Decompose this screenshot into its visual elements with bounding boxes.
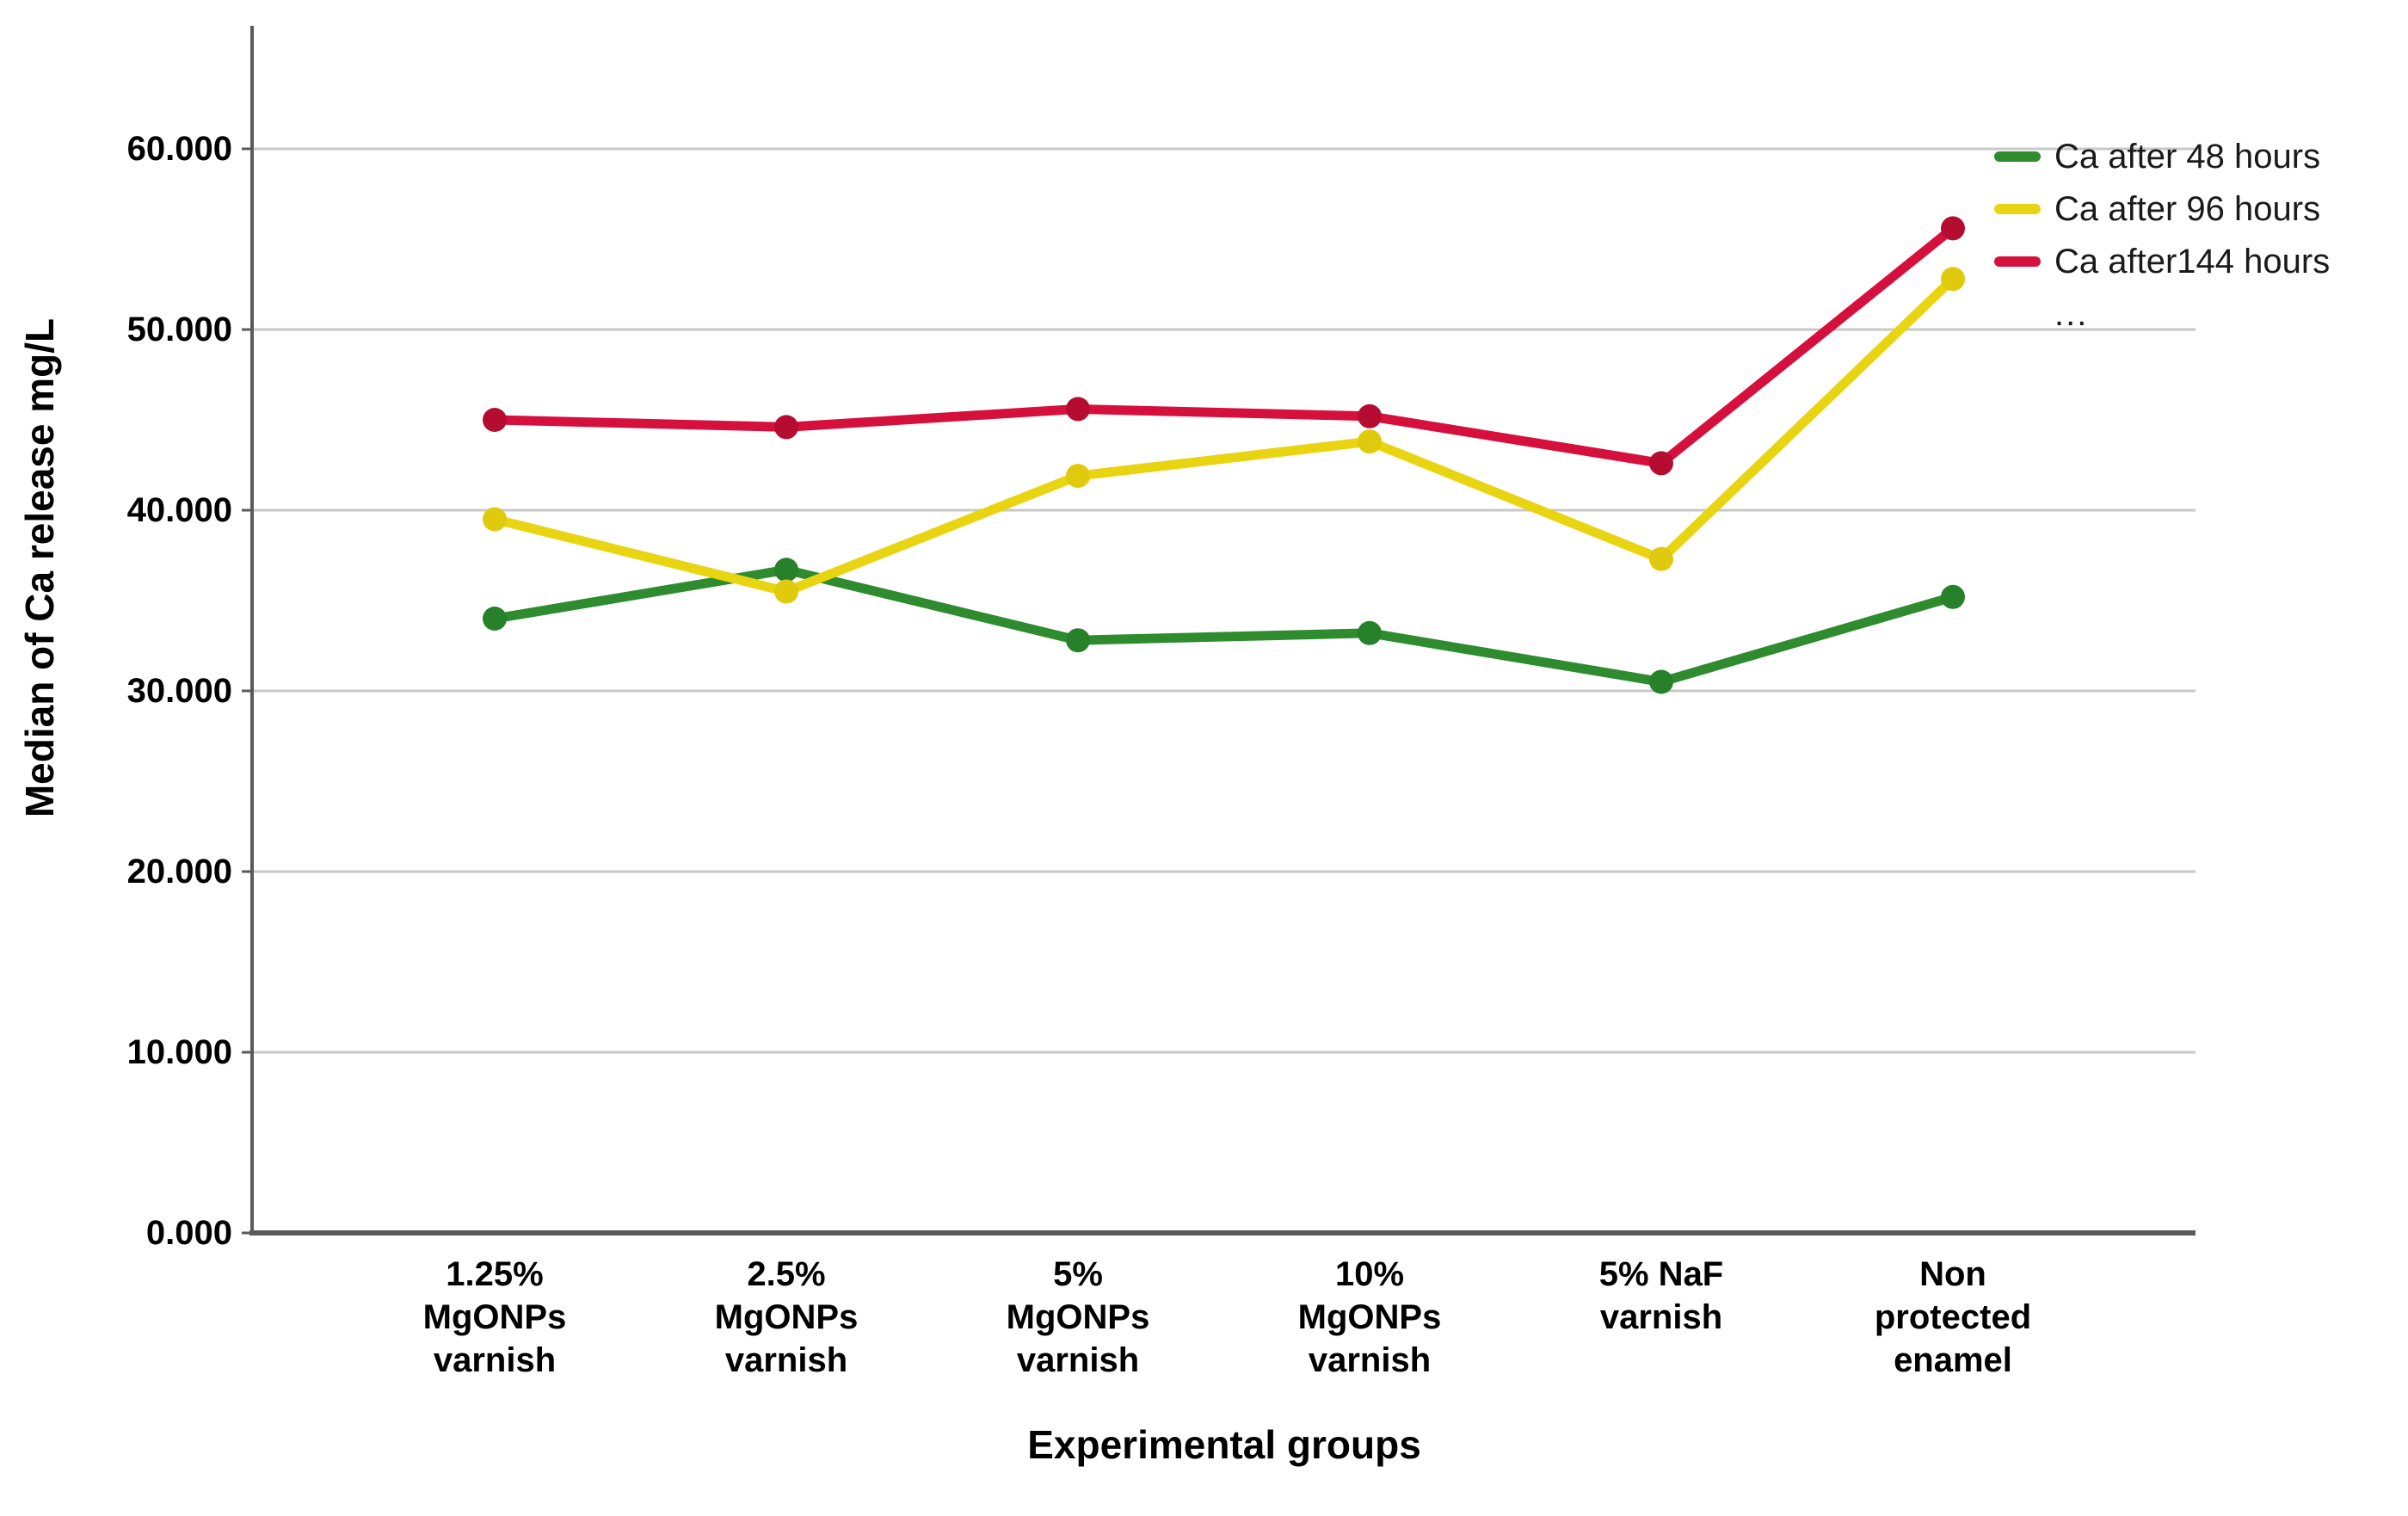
legend-swatch-96h	[1994, 204, 2041, 214]
x-tick-line: varnish	[1599, 1298, 1723, 1336]
data-point-1-3	[1358, 429, 1382, 454]
data-point-1-4	[1649, 546, 1673, 571]
legend: Ca after 48 hours Ca after 96 hours Ca a…	[1994, 136, 2330, 335]
y-tick-label: 30.000	[126, 672, 232, 710]
x-tick-label: 5% MgONPs varnish	[949, 1253, 1207, 1382]
data-point-2-1	[774, 415, 798, 440]
x-tick-label: 2.5% MgONPs varnish	[657, 1253, 915, 1382]
data-point-0-2	[1066, 628, 1090, 653]
x-tick-line: Non	[1919, 1255, 1986, 1293]
data-point-0-3	[1358, 620, 1382, 645]
data-point-0-0	[483, 607, 507, 631]
data-point-1-1	[774, 579, 798, 604]
data-point-1-5	[1941, 267, 1965, 292]
x-tick-line: 2.5%	[747, 1255, 826, 1293]
x-tick-line: MgONPs	[1006, 1298, 1150, 1336]
data-point-2-3	[1358, 404, 1382, 428]
y-tick-label: 10.000	[126, 1033, 232, 1071]
data-point-0-5	[1941, 584, 1965, 609]
x-tick-label: 10% MgONPs varnish	[1241, 1253, 1499, 1382]
data-point-1-2	[1066, 464, 1090, 489]
data-point-0-4	[1649, 669, 1673, 694]
legend-item: Ca after 96 hours	[1994, 188, 2330, 230]
series-line-1	[490, 274, 1958, 596]
y-tick-label: 20.000	[126, 853, 232, 890]
x-tick-line: varnish	[433, 1341, 557, 1379]
x-tick-line: MgONPs	[714, 1298, 859, 1336]
legend-item: Ca after 48 hours	[1994, 136, 2330, 177]
legend-label: Ca after 96 hours	[2054, 190, 2321, 228]
x-tick-line: 5% NaF	[1598, 1255, 1724, 1293]
data-point-2-2	[1066, 397, 1090, 422]
legend-label: Ca after 48 hours	[2054, 138, 2321, 176]
data-point-2-4	[1649, 451, 1673, 476]
x-tick-line: 1.25%	[446, 1255, 544, 1293]
legend-item: Ca after144 hours	[1994, 241, 2330, 282]
series-line-0	[490, 564, 1958, 687]
x-tick-line: MgONPs	[422, 1298, 567, 1336]
legend-swatch-48h	[1994, 151, 2041, 162]
x-tick-label: Non protected enamel	[1824, 1253, 2082, 1382]
data-point-2-5	[1941, 216, 1965, 241]
x-tick-line: 10%	[1334, 1255, 1405, 1293]
y-axis-title: Median of Ca release mg/L	[17, 317, 62, 818]
y-tick-label: 50.000	[126, 311, 232, 348]
y-tick-label: 0.000	[145, 1214, 232, 1252]
series-line-2	[490, 223, 1958, 468]
y-tick-label: 60.000	[126, 130, 232, 168]
legend-label: Ca after144 hours	[2054, 243, 2331, 280]
x-tick-line: MgONPs	[1297, 1298, 1442, 1336]
x-tick-label: 5% NaF varnish	[1532, 1253, 1790, 1339]
legend-swatch-144h	[1994, 256, 2041, 267]
legend-overflow-ellipsis: ...	[2054, 295, 2089, 333]
x-tick-line: varnish	[1016, 1341, 1140, 1379]
data-point-2-0	[483, 408, 507, 432]
x-tick-line: enamel	[1894, 1341, 2012, 1379]
x-tick-line: varnish	[1308, 1341, 1432, 1379]
y-tick-label: 40.000	[126, 491, 232, 529]
x-tick-label: 1.25% MgONPs varnish	[366, 1253, 624, 1382]
x-axis-title: Experimental groups	[1027, 1422, 1421, 1467]
data-point-1-0	[483, 507, 507, 532]
x-tick-line: varnish	[724, 1341, 848, 1379]
x-tick-line: protected	[1874, 1298, 2032, 1336]
data-point-0-1	[774, 558, 798, 582]
x-tick-line: 5%	[1053, 1255, 1103, 1293]
